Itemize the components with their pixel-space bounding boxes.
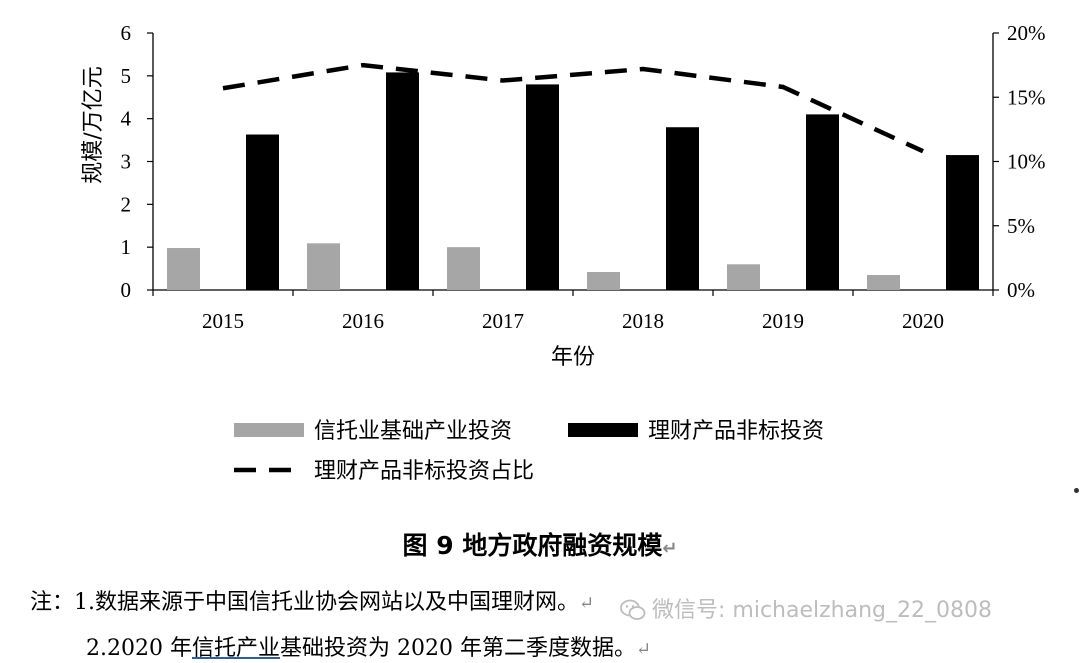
y-tick-label-right: 5% <box>1007 214 1035 238</box>
y-tick-label-right: 15% <box>1007 85 1046 109</box>
bar <box>587 272 620 290</box>
x-tick-label: 2020 <box>902 309 944 333</box>
x-tick-label: 2015 <box>202 309 244 333</box>
paragraph-mark: ↵ <box>662 538 678 559</box>
legend-swatch <box>568 423 638 437</box>
y-tick-label-left: 6 <box>121 21 132 45</box>
chart: 0 1 2 3 4 5 6 0% 5% 10% 15% 20% 2015 2016 2017 2018 2019… <box>81 21 1046 484</box>
note-2-suffix: 基础投资为 2020 年第二季度数据。 <box>280 636 636 661</box>
watermark-text: 微信号: michaelzhang_22_0808 <box>652 598 992 623</box>
y-tick-label-left: 2 <box>121 192 132 216</box>
y-tick-label-left: 4 <box>121 107 132 131</box>
y-tick-label-left: 5 <box>121 64 132 88</box>
bar <box>946 155 979 290</box>
x-tick-label: 2019 <box>762 309 804 333</box>
legend-swatch <box>234 423 304 437</box>
bar <box>666 127 699 290</box>
bar <box>246 134 279 290</box>
series-line <box>222 62 924 154</box>
note-2-prefix: 2.2020 年 <box>86 636 192 661</box>
y-axis-title: 规模/万亿元 <box>81 66 106 183</box>
y-tick-label-left: 3 <box>121 150 132 174</box>
bar <box>167 248 200 290</box>
y-tick-label-right: 20% <box>1007 21 1046 45</box>
x-tick-label: 2018 <box>622 309 664 333</box>
legend-label: 理财产品非标投资占比 <box>314 459 534 484</box>
bar <box>526 84 559 291</box>
y-tick-label-right: 0% <box>1007 278 1035 302</box>
bar <box>447 247 480 290</box>
x-axis-title: 年份 <box>551 345 595 370</box>
paragraph-mark: ↵ <box>635 639 652 660</box>
note-line-2: 2.2020 年信托产业基础投资为 2020 年第二季度数据。↵ <box>86 630 651 662</box>
figure-caption: 图 9 地方政府融资规模↵ <box>0 526 1080 562</box>
paragraph-mark: ↵ <box>579 593 595 614</box>
y-tick-label-left: 1 <box>121 235 132 259</box>
x-tick-label: 2017 <box>482 309 524 333</box>
legend-label: 信托业基础产业投资 <box>314 419 512 444</box>
x-tick-label: 2016 <box>342 309 384 333</box>
note-line-1: 注：1.数据来源于中国信托业协会网站以及中国理财网。↵ <box>30 584 594 616</box>
bar <box>806 114 839 290</box>
legend-label: 理财产品非标投资 <box>648 419 824 444</box>
wechat-watermark: 微信号: michaelzhang_22_0808 <box>620 592 992 624</box>
bar <box>386 72 419 290</box>
caption-text: 图 9 地方政府融资规模 <box>402 531 663 560</box>
y-tick-label-right: 10% <box>1007 150 1046 174</box>
edge-mark <box>1074 488 1079 493</box>
bar <box>867 275 900 290</box>
note-2-link[interactable]: 信托产业 <box>191 636 280 661</box>
y-tick-label-left: 0 <box>121 278 132 302</box>
bar <box>727 264 760 290</box>
note-1-text: 注：1.数据来源于中国信托业协会网站以及中国理财网。 <box>30 590 579 615</box>
bar <box>307 243 340 290</box>
wechat-icon <box>620 599 646 620</box>
